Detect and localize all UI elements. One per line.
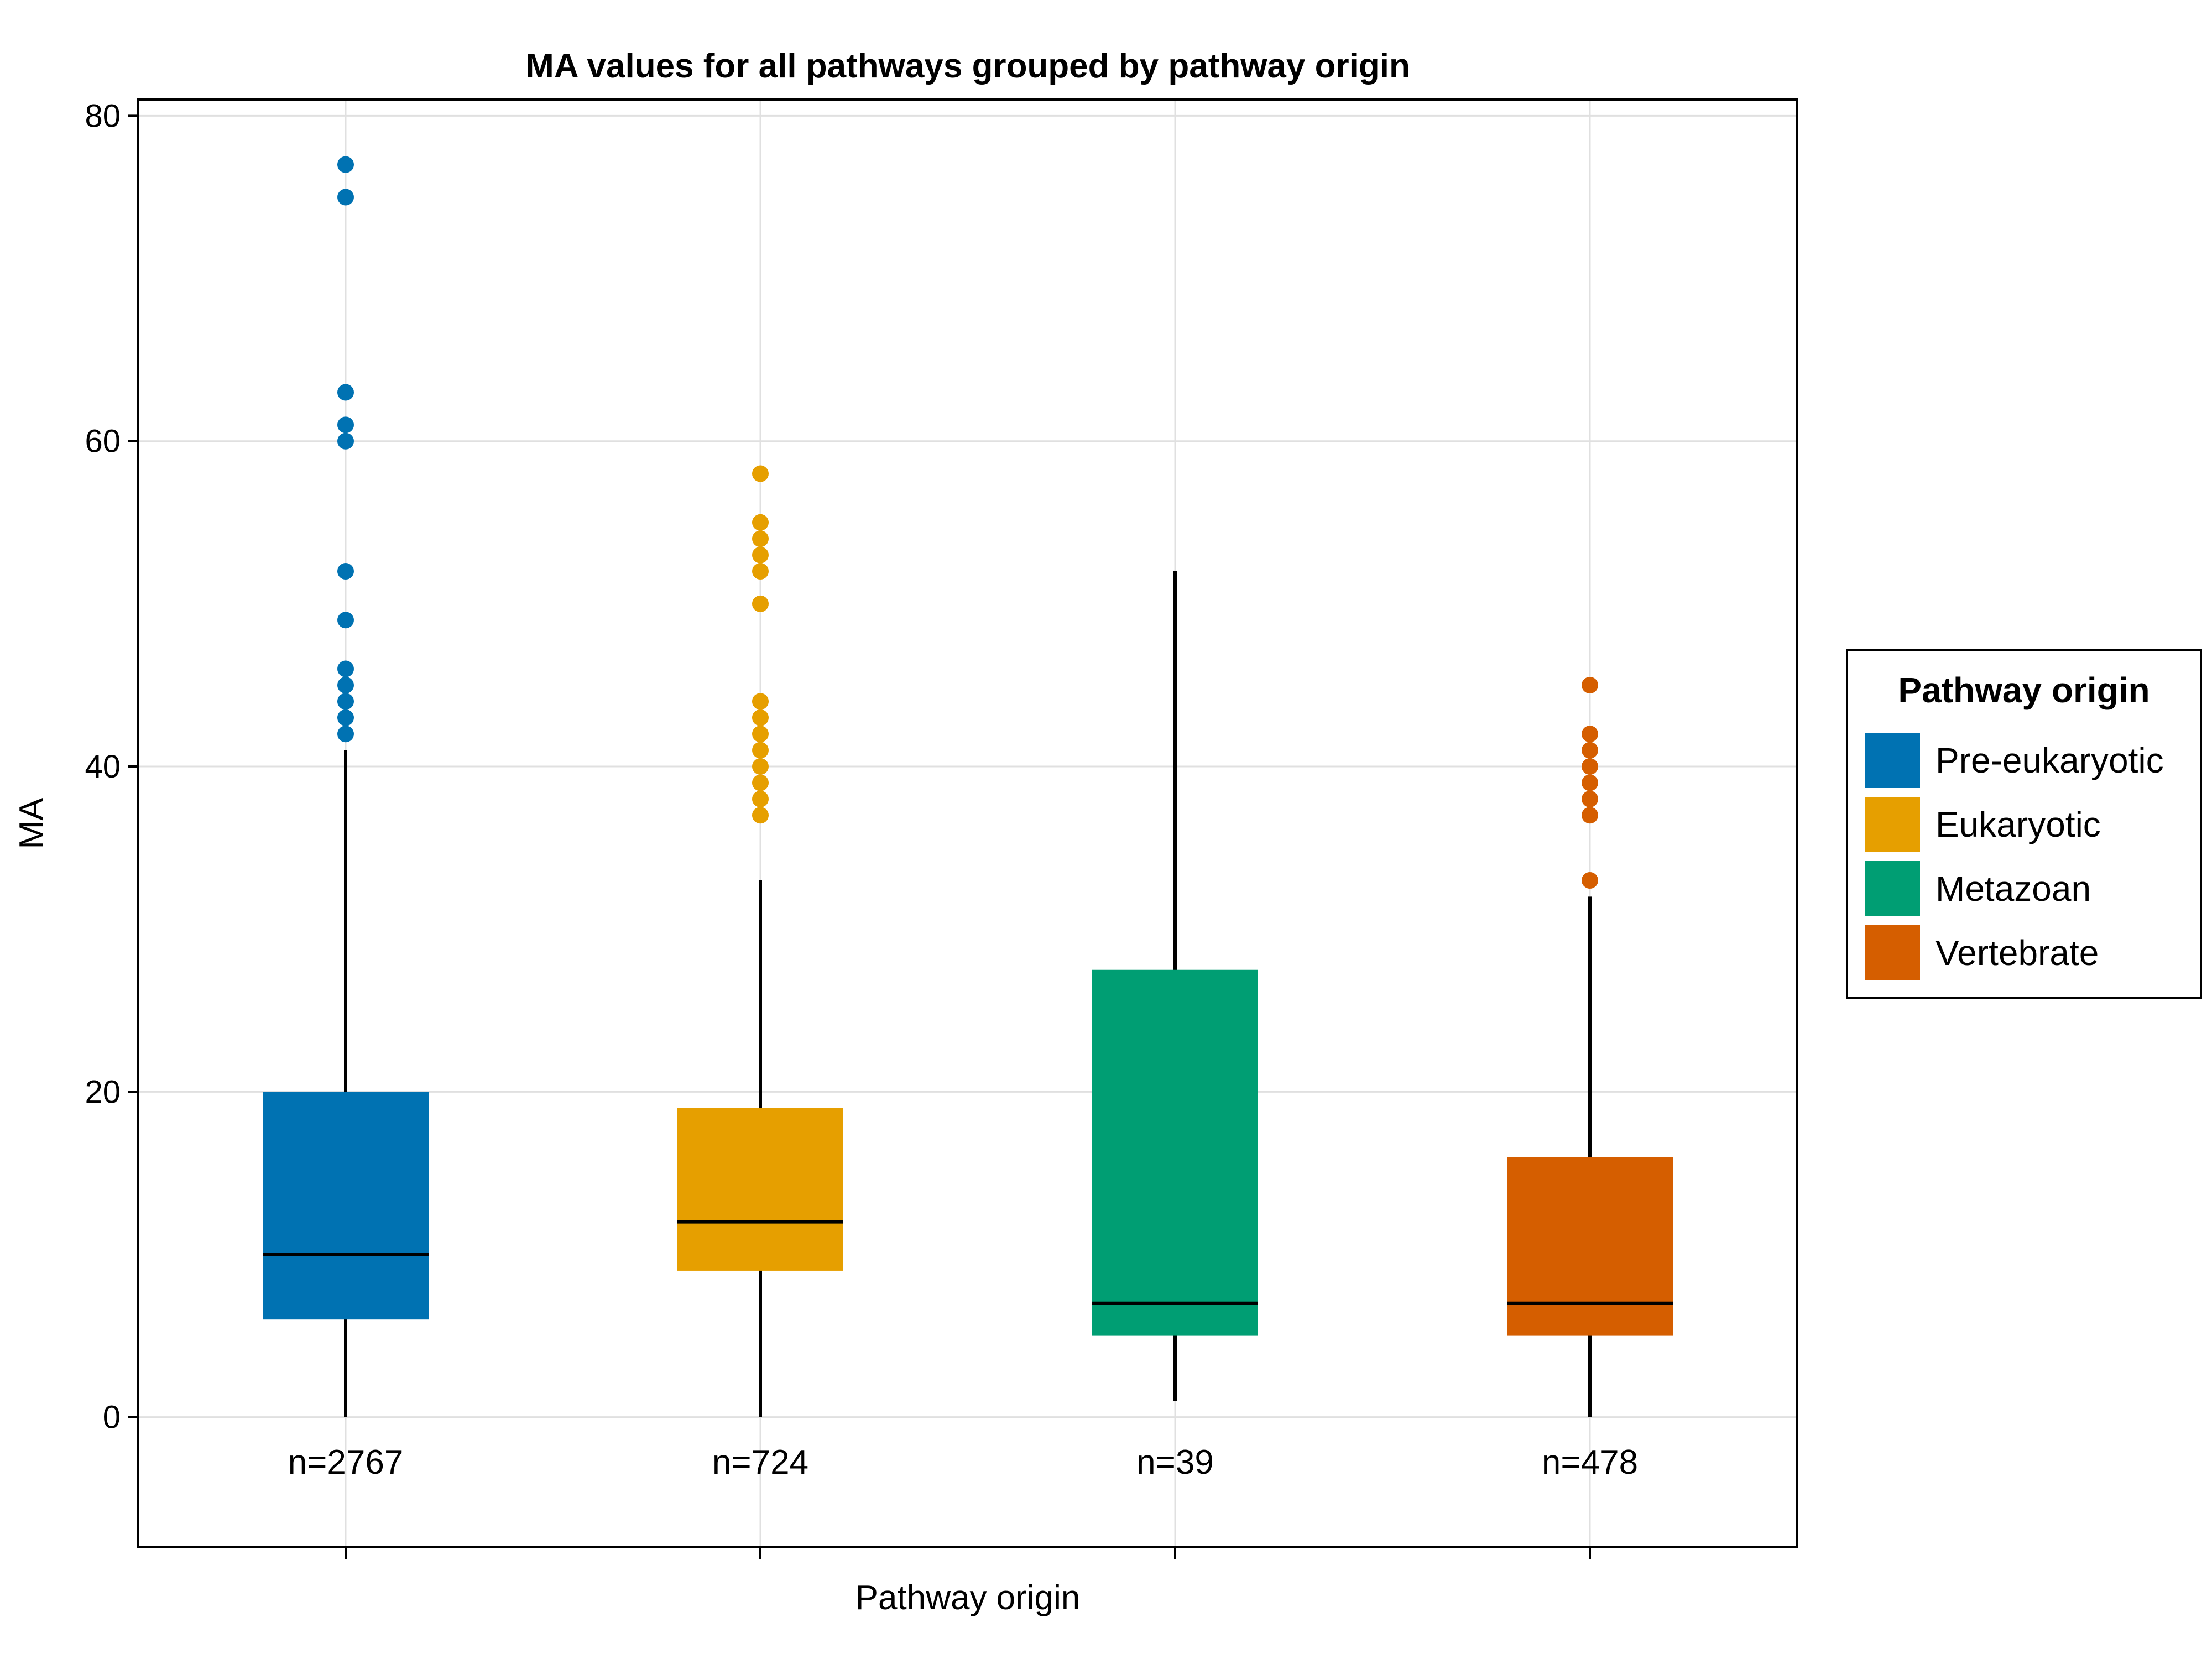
count-label: n=478 [1542,1443,1638,1481]
outlier-point [337,612,354,629]
outlier-point [337,432,354,450]
box-pre-eukaryotic: n=2767 [263,156,429,1481]
outlier-point [1582,790,1598,807]
legend-label: Pre-eukaryotic [1936,740,2164,780]
box-iqr [1092,969,1258,1336]
legend-label: Metazoan [1936,869,2091,909]
outlier-point [752,807,769,824]
y-tick-label: 60 [85,424,121,460]
outlier-point [1582,742,1598,759]
outlier-point [1582,807,1598,824]
plot-frame [137,98,1798,1548]
outlier-point [752,595,769,612]
legend-label: Vertebrate [1936,933,2099,973]
outlier-point [337,189,354,206]
outlier-point [752,709,769,726]
outlier-point [752,563,769,580]
legend-swatch [1865,733,1920,788]
box-metazoan: n=39 [1092,571,1258,1481]
boxes: n=2767 n=724 n=39 n=478 [263,156,1673,1481]
outlier-point [337,726,354,743]
outlier-point [752,693,769,710]
legend-swatch [1865,861,1920,916]
outlier-point [337,709,354,726]
box-iqr [263,1092,429,1320]
outlier-point [337,693,354,710]
outlier-point [752,546,769,564]
y-tick-label: 20 [85,1074,121,1110]
outlier-point [1582,726,1598,743]
outlier-point [752,774,769,791]
outlier-point [752,742,769,759]
outlier-point [752,758,769,775]
legend-label: Eukaryotic [1936,805,2101,844]
legend-swatch [1865,925,1920,980]
outlier-point [1582,676,1598,693]
outlier-point [337,416,354,434]
box-eukaryotic: n=724 [677,465,843,1481]
count-label: n=39 [1136,1443,1214,1481]
outlier-point [337,660,354,677]
outlier-point [337,676,354,693]
chart-title: MA values for all pathways grouped by pa… [525,47,1410,85]
outlier-point [1582,758,1598,775]
y-tick-label: 40 [85,749,121,785]
outlier-point [752,514,769,531]
count-label: n=2767 [288,1443,404,1481]
box-vertebrate: n=478 [1507,676,1673,1481]
y-axis-label: MA [13,797,51,849]
outlier-point [752,726,769,743]
outlier-point [337,384,354,401]
outlier-point [337,156,354,173]
y-tick-label: 80 [85,98,121,134]
box-iqr [677,1108,843,1271]
outlier-point [752,790,769,807]
x-axis-label: Pathway origin [855,1579,1081,1617]
legend-swatch [1865,797,1920,852]
legend-items: Pre-eukaryotic Eukaryotic Metazoan Vertebra… [1865,733,2164,980]
axes: 0 20 40 60 80 [85,98,1591,1559]
outlier-point [337,563,354,580]
outlier-point [752,465,769,482]
outlier-point [752,530,769,547]
legend: Pathway origin Pre-eukaryotic Eukaryotic M… [1846,649,2202,999]
count-label: n=724 [712,1443,808,1481]
outlier-point [1582,774,1598,791]
box-iqr [1507,1157,1673,1336]
legend-title: Pathway origin [1898,670,2150,710]
y-tick-label: 0 [103,1400,121,1436]
outlier-point [1582,872,1598,889]
